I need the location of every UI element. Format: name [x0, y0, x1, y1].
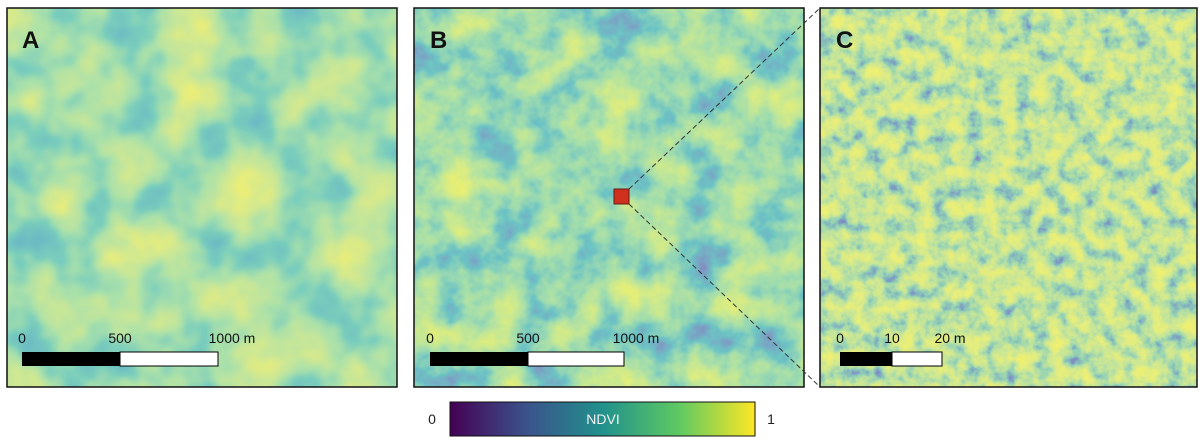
scale-label: 500: [516, 330, 540, 346]
scale-label: 0: [836, 330, 844, 346]
zoom-connector: [628, 203, 821, 388]
panel-frame: [819, 7, 1198, 388]
colorbar-title: NDVI: [586, 411, 619, 427]
panel-label: B: [430, 27, 447, 54]
scale-bar-segment: [527, 351, 625, 367]
scale-bar-segment: [119, 351, 219, 367]
panel-frame: [413, 7, 805, 388]
scale-bar-segment: [891, 351, 943, 367]
colorbar-min-label: 0: [428, 411, 436, 427]
ndvi-image: [820, 8, 1197, 387]
colorbar-gradient: [449, 401, 756, 437]
zoom-connector: [628, 7, 821, 190]
panel-label: A: [22, 27, 39, 54]
scale-label: 1000 m: [613, 330, 660, 346]
panel-a: A 0 500 1000 m: [6, 7, 398, 388]
scale-label: 0: [426, 330, 434, 346]
scale-label: 0: [18, 330, 26, 346]
scale-label: 1000 m: [209, 330, 256, 346]
colorbar-max-label: 1: [767, 411, 775, 427]
scale-bar-segment: [430, 352, 528, 366]
panel-b: B 0 500 1000 m: [413, 7, 805, 388]
panel-c: C 0 10 20 m: [819, 7, 1198, 388]
zoom-region: [613, 188, 630, 205]
scale-bar-segment: [22, 352, 120, 366]
scale-label: 10: [884, 330, 900, 346]
ndvi-image: [7, 8, 397, 387]
scale-bar-segment: [840, 352, 892, 366]
ndvi-image: [414, 8, 804, 387]
scale-label: 500: [108, 330, 132, 346]
panel-frame: [6, 7, 398, 388]
scale-label: 20 m: [934, 330, 965, 346]
colorbar: 0 NDVI 1: [428, 401, 775, 437]
panel-label: C: [836, 27, 853, 54]
